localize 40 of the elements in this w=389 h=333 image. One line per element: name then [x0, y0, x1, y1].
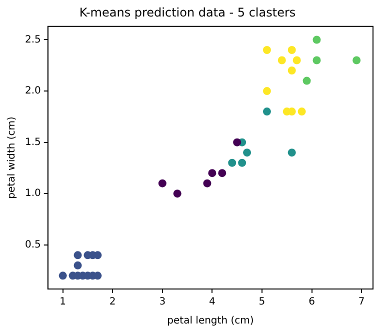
point [158, 179, 166, 188]
y-tick-label: 0.5 [24, 239, 41, 250]
chart-title: K-means prediction data - 5 clasters [79, 5, 296, 20]
point [312, 56, 321, 64]
point [208, 169, 216, 178]
point [288, 46, 296, 54]
point [173, 190, 182, 198]
x-tick-label: 3 [159, 296, 166, 308]
point [74, 251, 82, 260]
x-tick-label: 5 [258, 296, 266, 308]
x-tick-label: 1 [60, 296, 66, 308]
point [278, 56, 286, 64]
point [302, 76, 311, 85]
point [262, 87, 271, 96]
x-axis-title: petal length (cm) [167, 316, 254, 327]
x-tick-label: 6 [308, 296, 315, 308]
point [233, 138, 242, 146]
point [58, 272, 67, 280]
x-tick-label: 4 [209, 296, 216, 308]
point [203, 179, 212, 188]
point [243, 148, 252, 157]
point [298, 108, 306, 116]
x-tick-label: 7 [358, 296, 365, 308]
y-tick-label: 2.0 [24, 86, 41, 97]
y-tick-label: 1.0 [24, 188, 41, 200]
point [288, 148, 296, 157]
point [262, 108, 271, 116]
y-tick-label: 2.5 [24, 34, 41, 46]
point [352, 56, 361, 64]
y-axis-title: petal width (cm) [6, 116, 18, 199]
point [288, 66, 296, 75]
x-tick-label: 2 [109, 296, 116, 308]
point [238, 158, 246, 167]
point [228, 158, 236, 167]
point [292, 56, 301, 64]
point [312, 36, 321, 44]
point [218, 169, 226, 178]
point [262, 46, 271, 54]
point [74, 261, 82, 270]
y-tick-label: 1.5 [24, 136, 41, 148]
